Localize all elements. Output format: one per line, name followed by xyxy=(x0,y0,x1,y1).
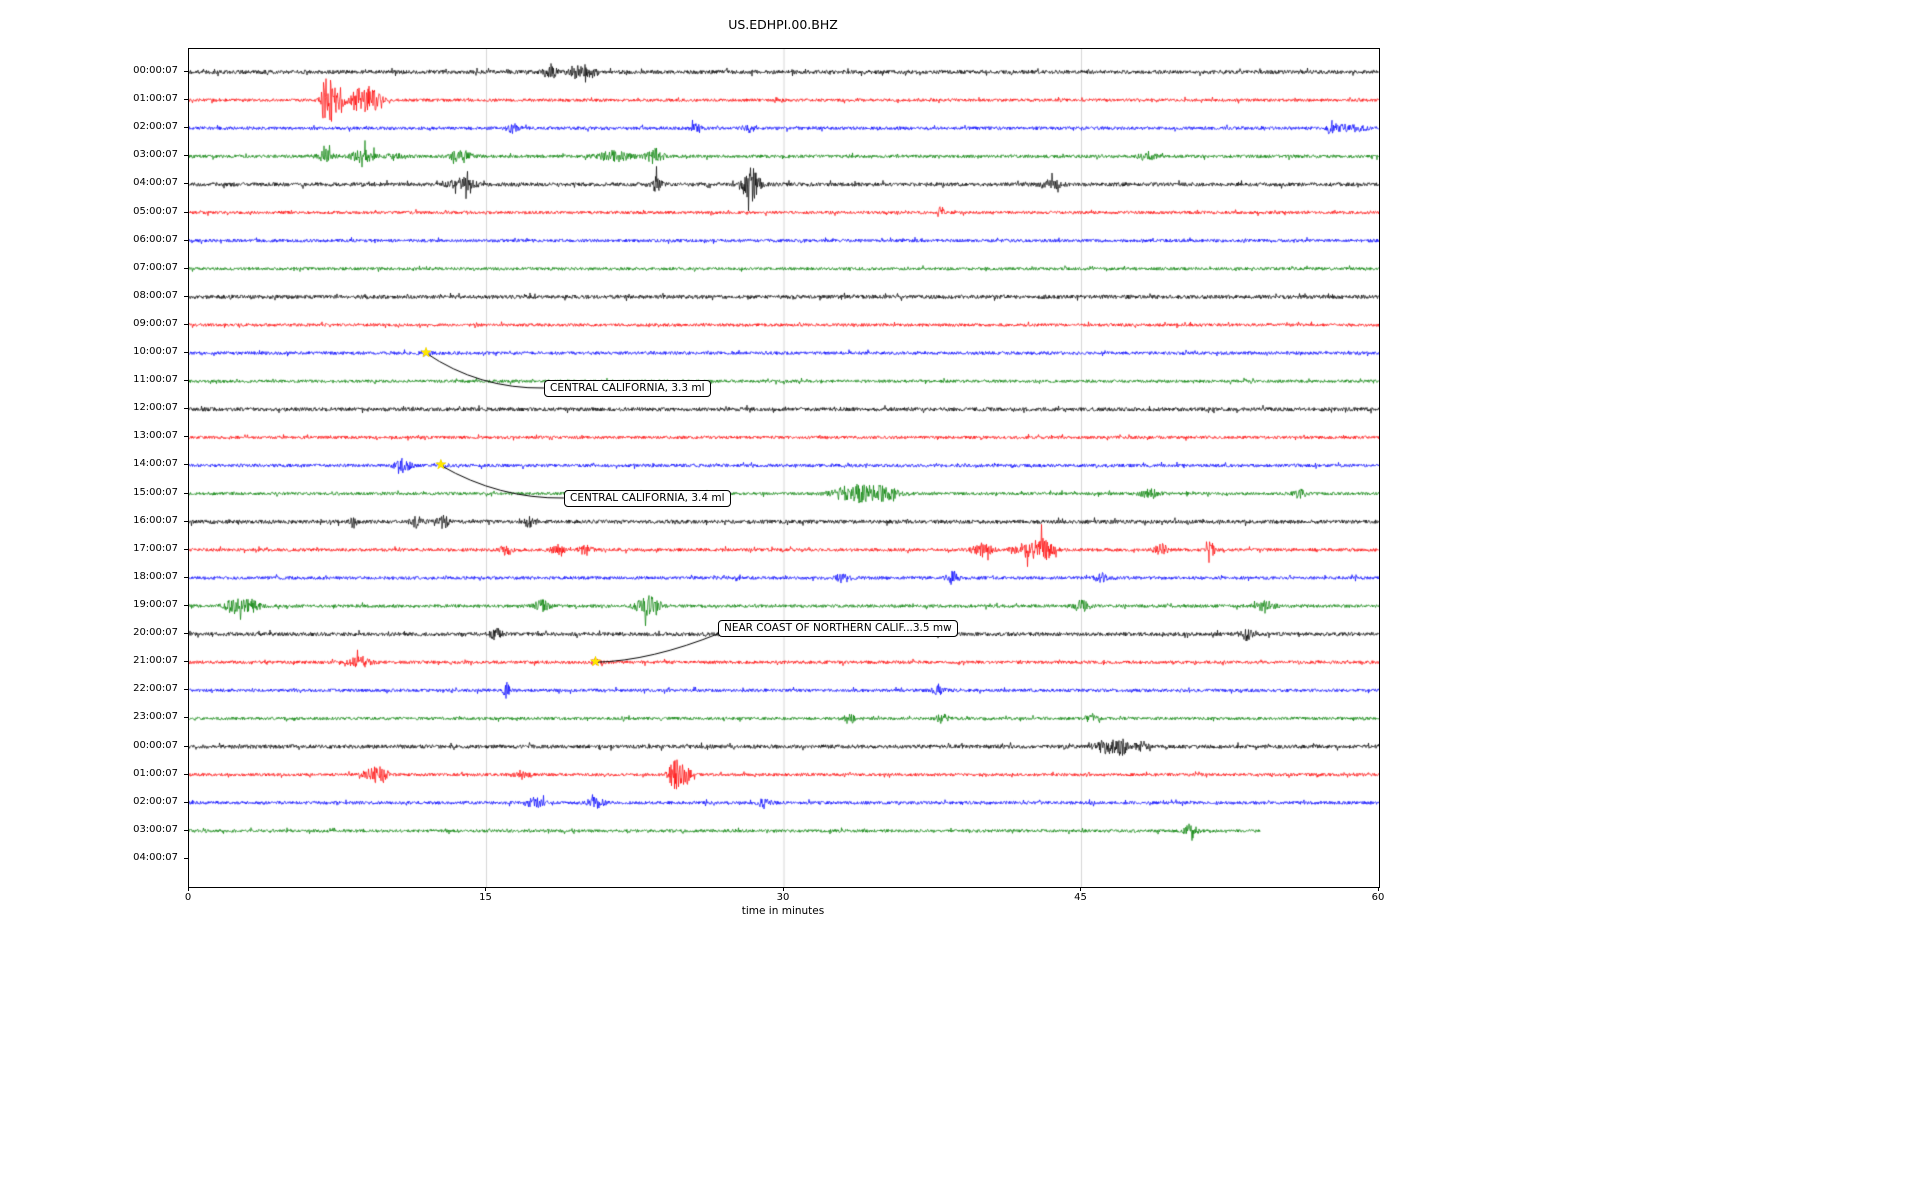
y-axis-tick xyxy=(184,605,189,607)
x-axis-tick-label: 30 xyxy=(776,892,790,903)
y-axis-tick xyxy=(184,267,189,269)
y-axis-tick-label: 00:00:07 xyxy=(133,739,178,751)
y-axis-tick xyxy=(184,661,189,663)
x-axis-tick xyxy=(1377,887,1379,891)
x-axis-label: time in minutes xyxy=(741,905,825,917)
y-axis-tick-label: 20:00:07 xyxy=(133,627,178,639)
y-axis-tick-label: 10:00:07 xyxy=(133,346,178,358)
y-axis-tick xyxy=(184,492,189,494)
y-axis-tick xyxy=(184,829,189,831)
event-label: CENTRAL CALIFORNIA, 3.4 ml xyxy=(564,490,731,507)
y-axis-tick-label: 14:00:07 xyxy=(133,458,178,470)
y-axis-tick-label: 13:00:07 xyxy=(133,430,178,442)
y-axis-tick xyxy=(184,745,189,747)
y-axis-tick xyxy=(184,127,189,129)
y-axis-tick-label: 01:00:07 xyxy=(133,767,178,779)
x-axis-tick xyxy=(782,887,784,891)
y-axis-tick xyxy=(184,857,189,859)
y-axis-tick xyxy=(184,323,189,325)
y-axis-tick xyxy=(184,576,189,578)
x-axis-tick-label: 15 xyxy=(479,892,492,903)
y-axis-tick-label: 23:00:07 xyxy=(133,711,178,723)
y-axis-tick-label: 17:00:07 xyxy=(133,542,178,554)
y-axis-tick xyxy=(184,464,189,466)
y-axis-tick xyxy=(184,548,189,550)
y-axis-tick xyxy=(184,352,189,354)
event-star-icon: ★ xyxy=(434,457,448,474)
y-axis-tick xyxy=(184,717,189,719)
y-axis-tick-label: 01:00:07 xyxy=(133,93,178,105)
y-axis-tick xyxy=(184,689,189,691)
y-axis-tick-label: 21:00:07 xyxy=(133,655,178,667)
event-label: CENTRAL CALIFORNIA, 3.3 ml xyxy=(544,380,711,397)
x-axis-tick-label: 45 xyxy=(1074,892,1087,903)
y-axis-tick-label: 02:00:07 xyxy=(133,121,178,133)
y-axis-tick-label: 18:00:07 xyxy=(133,570,178,582)
seismogram-canvas xyxy=(189,49,1379,887)
y-axis-tick-label: 03:00:07 xyxy=(133,149,178,161)
y-axis-tick-label: 16:00:07 xyxy=(133,514,178,526)
plot-title: US.EDHPI.00.BHZ xyxy=(728,17,838,32)
y-axis-tick xyxy=(184,520,189,522)
y-axis-tick-label: 19:00:07 xyxy=(133,599,178,611)
plot-area: ★ CENTRAL CALIFORNIA, 3.3 ml ★ CENTRAL CALI… xyxy=(188,48,1380,888)
y-axis-tick xyxy=(184,408,189,410)
y-axis-tick xyxy=(184,239,189,241)
y-axis-tick xyxy=(184,99,189,101)
y-axis-tick-label: 22:00:07 xyxy=(133,683,178,695)
y-axis-tick-label: 11:00:07 xyxy=(133,374,178,386)
y-axis-tick-label: 15:00:07 xyxy=(133,486,178,498)
y-axis-tick xyxy=(184,155,189,157)
y-axis-tick-label: 05:00:07 xyxy=(133,205,178,217)
y-axis-tick xyxy=(184,71,189,72)
y-axis-tick-label: 04:00:07 xyxy=(133,851,178,863)
y-axis-tick xyxy=(184,380,189,382)
y-axis-tick-label: 04:00:07 xyxy=(133,177,178,189)
y-axis-tick xyxy=(184,295,189,297)
x-axis-tick xyxy=(485,887,486,891)
x-axis-tick xyxy=(1080,887,1081,891)
y-axis-tick-label: 03:00:07 xyxy=(133,823,178,835)
y-axis-tick-label: 08:00:07 xyxy=(133,289,178,301)
event-label: NEAR COAST OF NORTHERN CALIF...3.5 mw xyxy=(718,620,958,637)
y-axis-tick xyxy=(184,211,189,213)
y-axis-tick xyxy=(184,183,189,185)
y-axis-tick xyxy=(184,773,189,775)
y-axis-tick-label: 02:00:07 xyxy=(133,795,178,807)
x-axis-tick-label: 0 xyxy=(184,892,192,903)
x-axis-tick xyxy=(187,887,189,891)
y-axis-tick xyxy=(184,436,189,438)
x-axis-tick-label: 60 xyxy=(1371,892,1385,903)
y-axis-tick xyxy=(184,633,189,635)
y-axis-tick-label: 07:00:07 xyxy=(133,261,178,273)
y-axis-tick-label: 09:00:07 xyxy=(133,317,178,329)
event-star-icon: ★ xyxy=(589,654,602,671)
y-axis-tick-label: 00:00:07 xyxy=(133,65,178,76)
event-star-icon: ★ xyxy=(419,345,433,362)
y-axis-tick xyxy=(184,801,189,803)
y-axis-tick-label: 12:00:07 xyxy=(133,402,178,414)
y-axis-tick-label: 06:00:07 xyxy=(133,233,178,245)
